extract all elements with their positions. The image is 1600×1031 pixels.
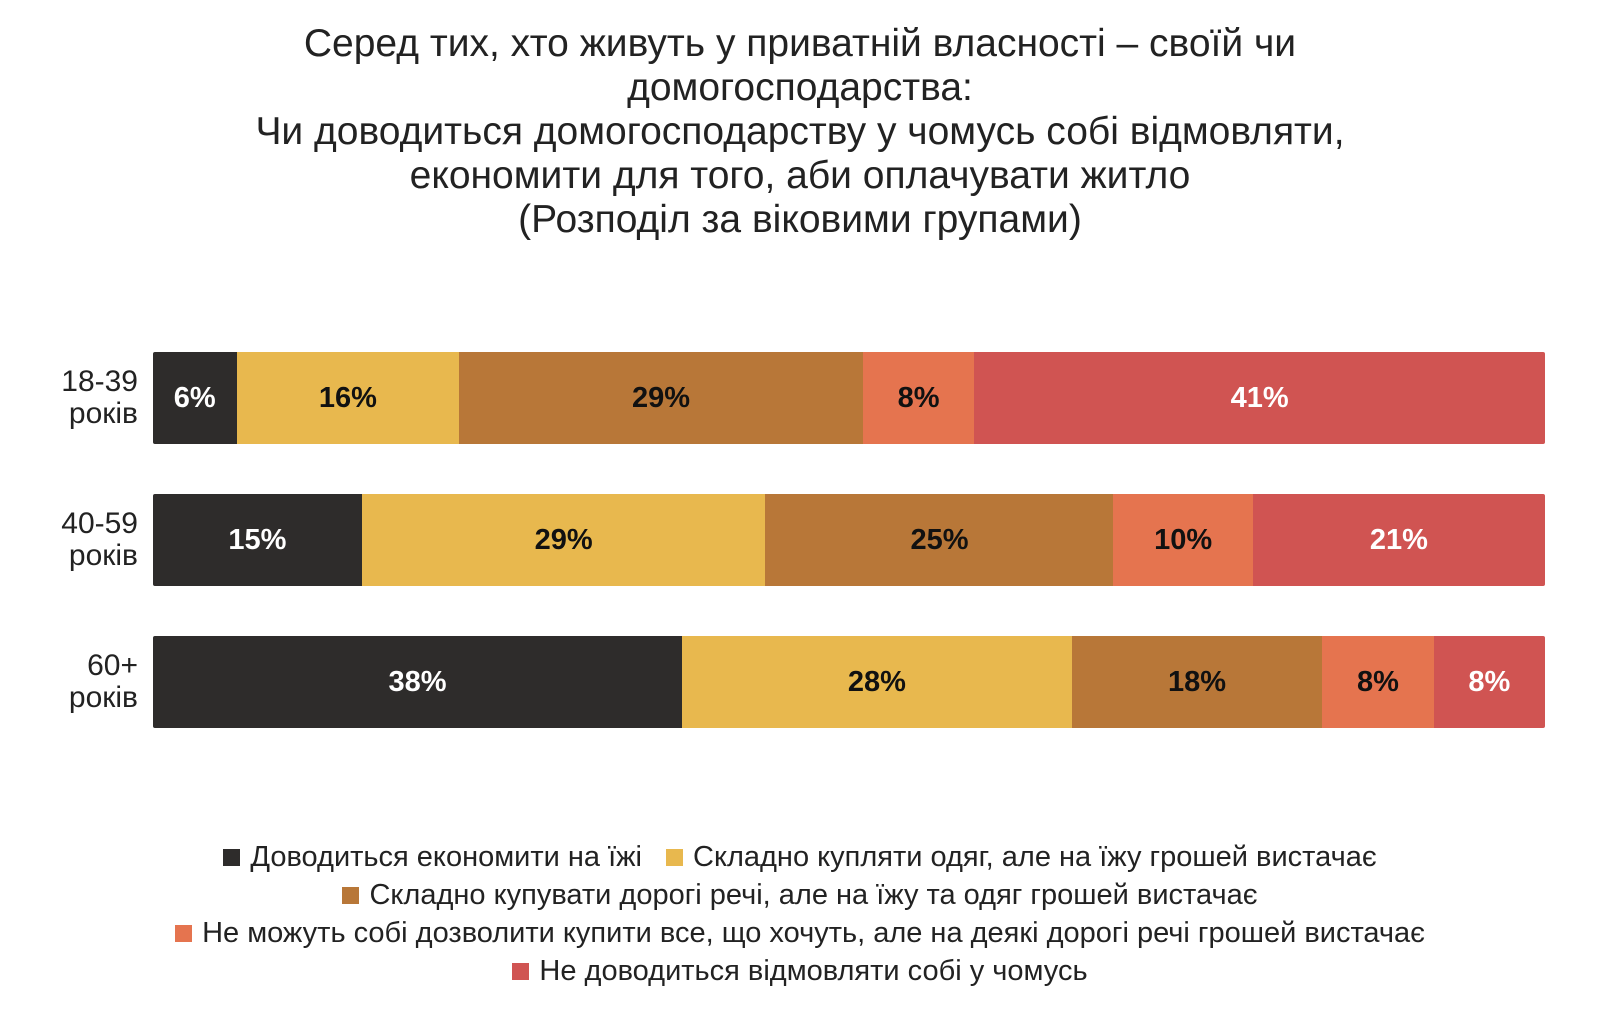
- bar-segment: 28%: [681, 636, 1072, 728]
- category-label-line: років: [68, 397, 138, 430]
- data-label: 25%: [910, 523, 969, 556]
- bar-row: 18-39 років 6% 16% 29% 8% 41%: [0, 352, 1600, 444]
- legend-item: Не можуть собі дозволити купити все, що …: [175, 914, 1425, 952]
- legend-item: Складно купляти одяг, але на їжу грошей …: [666, 838, 1377, 876]
- category-label-line: років: [68, 539, 138, 572]
- legend-label: Не доводиться відмовляти собі у чомусь: [539, 955, 1088, 987]
- legend-swatch: [175, 924, 193, 942]
- bar-segment: 38%: [153, 636, 682, 728]
- bar-row: 40-59 років 15% 29% 25% 10% 21%: [0, 494, 1600, 586]
- bar-segment: 8%: [1322, 636, 1434, 728]
- title-line: (Розподіл за віковими групами): [518, 198, 1082, 241]
- data-label: 15%: [228, 523, 287, 556]
- legend-label: Доводиться економити на їжі: [250, 841, 642, 873]
- data-label: 8%: [897, 381, 940, 414]
- legend-item: Доводиться економити на їжі: [223, 838, 642, 876]
- bar-segment: 21%: [1252, 494, 1545, 586]
- bar-segment: 29%: [361, 494, 766, 586]
- category-label-line: років: [68, 681, 138, 714]
- data-label: 41%: [1230, 381, 1289, 414]
- category-label: 18-39 років: [20, 366, 138, 430]
- bar-segment: 18%: [1071, 636, 1323, 728]
- category-label-line: 40-59: [61, 507, 138, 540]
- category-label-line: 18-39: [61, 365, 138, 398]
- title-line: Серед тих, хто живуть у приватній власно…: [303, 22, 1297, 65]
- bar-segment: 8%: [862, 352, 975, 444]
- data-label: 8%: [1468, 665, 1511, 698]
- category-label: 40-59 років: [20, 508, 138, 572]
- legend-label: Не можуть собі дозволити купити все, що …: [202, 917, 1425, 949]
- title-line: Чи доводиться домогосподарству у чомусь …: [255, 110, 1345, 153]
- legend-row: Не можуть собі дозволити купити все, що …: [0, 914, 1600, 952]
- data-label: 21%: [1369, 523, 1428, 556]
- bar-segment: 10%: [1113, 494, 1253, 586]
- data-label: 8%: [1357, 665, 1399, 698]
- bar-segment: 15%: [153, 494, 362, 586]
- legend: Доводиться економити на їжі Складно купл…: [0, 838, 1600, 990]
- legend-item: Не доводиться відмовляти собі у чомусь: [512, 952, 1088, 990]
- legend-swatch: [342, 886, 360, 904]
- legend-label: Складно купувати дорогі речі, але на їжу…: [369, 879, 1258, 911]
- legend-row: Доводиться економити на їжі Складно купл…: [0, 838, 1600, 876]
- legend-item: Складно купувати дорогі речі, але на їжу…: [342, 876, 1258, 914]
- data-label: 10%: [1154, 523, 1213, 556]
- legend-label: Складно купляти одяг, але на їжу грошей …: [693, 841, 1377, 873]
- bar-segment: 41%: [974, 352, 1545, 444]
- category-label: 60+ років: [20, 650, 138, 714]
- legend-row: Складно купувати дорогі речі, але на їжу…: [0, 876, 1600, 914]
- data-label: 29%: [534, 523, 593, 556]
- bar-segment: 6%: [153, 352, 237, 444]
- bar-segment: 25%: [765, 494, 1114, 586]
- title-line: домогосподарства:: [627, 66, 973, 109]
- legend-swatch: [512, 962, 530, 980]
- data-label: 28%: [847, 665, 906, 698]
- bar-row: 60+ років 38% 28% 18% 8% 8%: [0, 636, 1600, 728]
- bar-segment: 29%: [459, 352, 863, 444]
- legend-swatch: [666, 848, 683, 866]
- bar-segment: 16%: [236, 352, 460, 444]
- data-label: 29%: [632, 381, 691, 414]
- title-line: економити для того, аби оплачувати житло: [409, 154, 1191, 197]
- bar-segment: 8%: [1433, 636, 1545, 728]
- data-label: 16%: [318, 381, 377, 414]
- data-label: 6%: [173, 381, 216, 414]
- category-label-line: 60+: [87, 649, 138, 682]
- chart-title: Серед тих, хто живуть у приватній власно…: [0, 22, 1600, 242]
- data-label: 38%: [388, 665, 447, 698]
- stacked-bar: 38% 28% 18% 8% 8%: [153, 636, 1545, 728]
- stacked-bar: 6% 16% 29% 8% 41%: [153, 352, 1545, 444]
- legend-swatch: [223, 848, 241, 866]
- data-label: 18%: [1167, 665, 1227, 698]
- legend-row: Не доводиться відмовляти собі у чомусь: [0, 952, 1600, 990]
- stacked-bar: 15% 29% 25% 10% 21%: [153, 494, 1545, 586]
